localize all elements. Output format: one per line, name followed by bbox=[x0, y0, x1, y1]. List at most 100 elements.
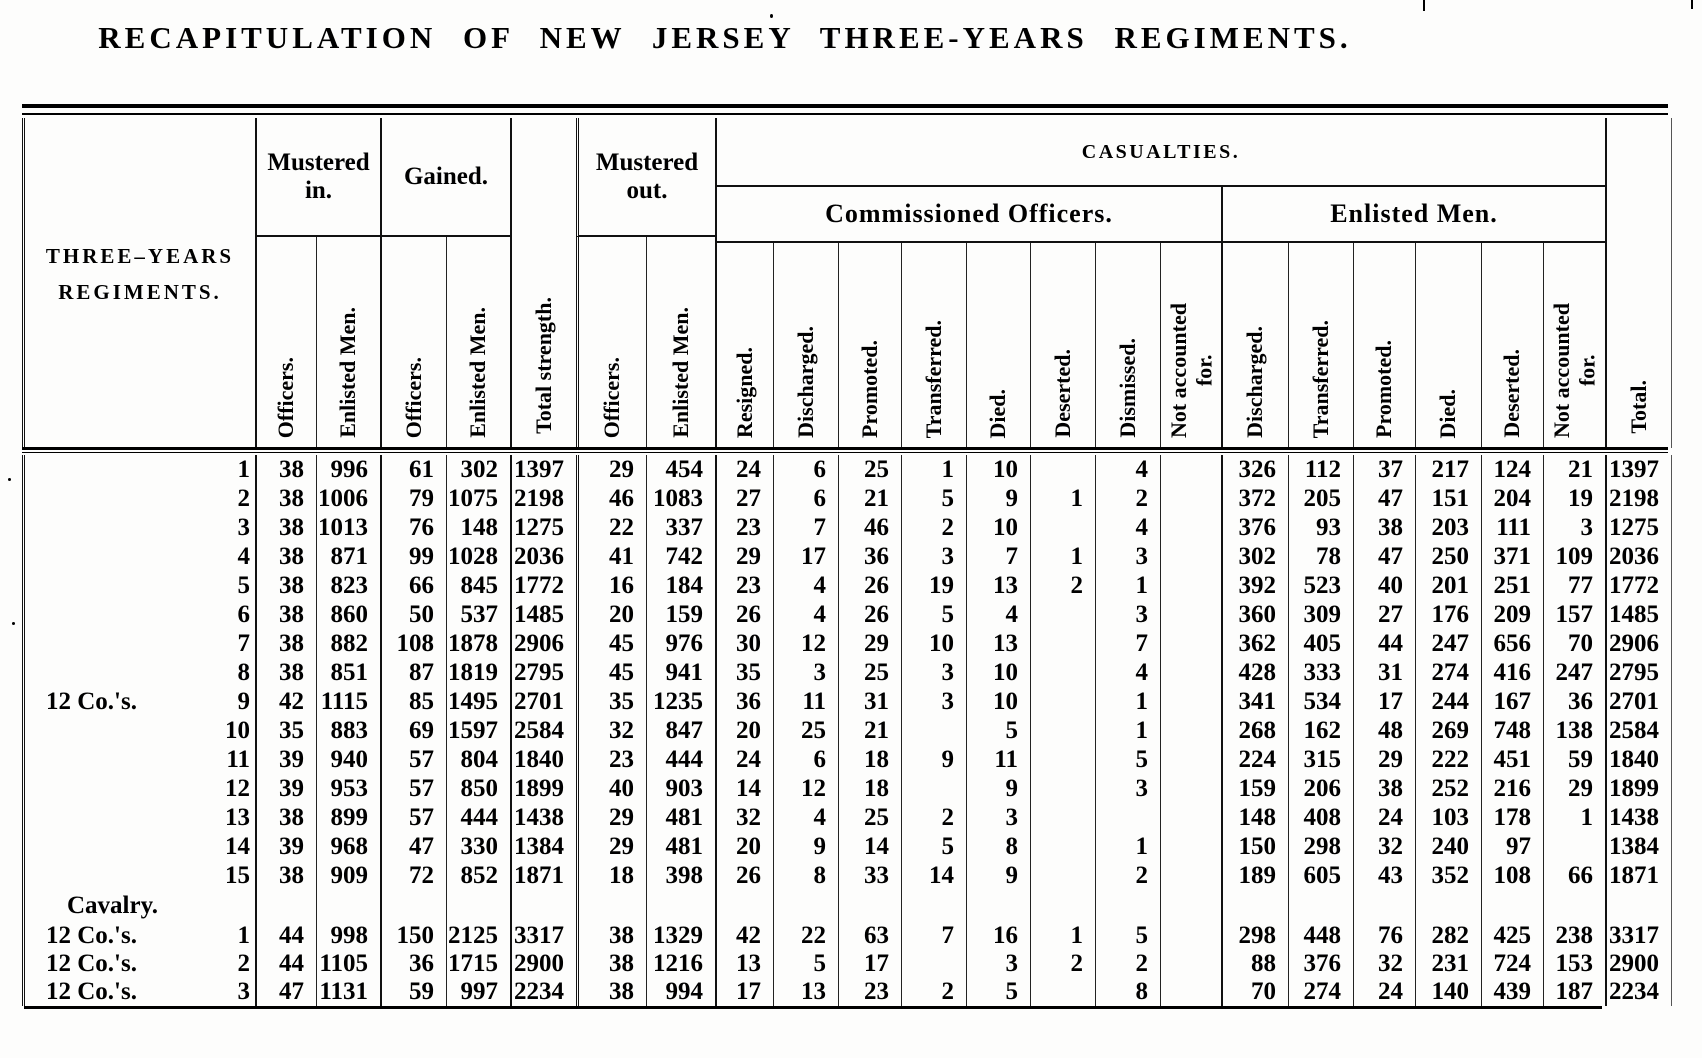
cell-mo-enlisted: 481 bbox=[646, 832, 715, 861]
table-row: 13 38 899 57 444 1438 29 481 32 4 25 2 3 148 408 24 103 1… bbox=[25, 803, 1671, 832]
cell-em-transferred: 605 bbox=[1288, 861, 1353, 890]
cell-deserted: 1 bbox=[1030, 542, 1095, 571]
cell-mi-officers: 44 bbox=[255, 950, 316, 978]
cell-mo-officers: 22 bbox=[576, 513, 646, 542]
cell-mo-officers bbox=[576, 890, 646, 922]
cell-mi-enlisted: 1006 bbox=[316, 484, 380, 513]
table-row: 12 Co.'s. 9 42 1115 85 1495 2701 35 1235 36 11 31 3 1… bbox=[25, 687, 1671, 716]
cell-promoted: 31 bbox=[838, 687, 901, 716]
cell-em-not-accounted bbox=[1543, 890, 1605, 922]
cell-deserted bbox=[1030, 890, 1095, 922]
cell-gained-officers: 72 bbox=[380, 861, 446, 890]
cell-em-died: 282 bbox=[1415, 922, 1481, 950]
regiment-number: 1 bbox=[237, 922, 251, 949]
cell-deserted bbox=[1030, 774, 1095, 803]
cell-mi-officers: 38 bbox=[255, 455, 316, 484]
cell-not-accounted-co bbox=[1160, 600, 1221, 629]
cell-gained-officers: 85 bbox=[380, 687, 446, 716]
cell-resigned: 20 bbox=[715, 832, 773, 861]
col-header-transferred: Transferred. bbox=[901, 243, 966, 448]
cell-gained-enlisted: 850 bbox=[446, 774, 510, 803]
cell-em-discharged: 392 bbox=[1221, 571, 1288, 600]
col-header-total: Total. bbox=[1605, 118, 1671, 448]
cell-em-deserted: 724 bbox=[1481, 950, 1543, 978]
col-header-mo-officers: Officers. bbox=[576, 237, 646, 448]
row-label bbox=[25, 513, 203, 542]
cell-em-deserted: 204 bbox=[1481, 484, 1543, 513]
table-row: 12 Co.'s. 3 47 1131 59 997 2234 38 994 17 13 23 2 5 8 7… bbox=[25, 978, 1671, 1006]
cell-em-deserted: 97 bbox=[1481, 832, 1543, 861]
cell-total: 2900 bbox=[1605, 950, 1671, 978]
cell-mi-enlisted: 851 bbox=[316, 658, 380, 687]
cell-gained-enlisted: 537 bbox=[446, 600, 510, 629]
cell-promoted: 26 bbox=[838, 600, 901, 629]
cell-em-deserted: 251 bbox=[1481, 571, 1543, 600]
regiment-number: 12 bbox=[225, 774, 250, 802]
cell-gained-officers: 61 bbox=[380, 455, 446, 484]
cell-mo-officers: 41 bbox=[576, 542, 646, 571]
cell-mo-enlisted bbox=[646, 890, 715, 922]
cell-transferred: 3 bbox=[901, 542, 966, 571]
cell-discharged: 6 bbox=[773, 455, 838, 484]
cell-discharged: 8 bbox=[773, 861, 838, 890]
cell-mi-officers: 38 bbox=[255, 861, 316, 890]
row-label bbox=[25, 803, 203, 832]
cell-gained-enlisted: 845 bbox=[446, 571, 510, 600]
cell-em-not-accounted: 21 bbox=[1543, 455, 1605, 484]
col-header-dismissed: Dismissed. bbox=[1095, 243, 1160, 448]
cell-em-not-accounted: 153 bbox=[1543, 950, 1605, 978]
cell-mi-enlisted: 996 bbox=[316, 455, 380, 484]
cell-mi-enlisted: 899 bbox=[316, 803, 380, 832]
cell-mo-enlisted: 444 bbox=[646, 745, 715, 774]
cell-transferred: 2 bbox=[901, 803, 966, 832]
cell-dismissed: 4 bbox=[1095, 455, 1160, 484]
cell-deserted bbox=[1030, 861, 1095, 890]
cell-resigned: 23 bbox=[715, 513, 773, 542]
cell-promoted: 46 bbox=[838, 513, 901, 542]
cell-dismissed: 1 bbox=[1095, 832, 1160, 861]
cell-promoted: 21 bbox=[838, 484, 901, 513]
cell-em-transferred: 448 bbox=[1288, 922, 1353, 950]
cell-em-promoted: 40 bbox=[1353, 571, 1415, 600]
cell-em-deserted: 167 bbox=[1481, 687, 1543, 716]
regiment-number: 7 bbox=[237, 629, 251, 657]
cell-total-strength: 2795 bbox=[510, 658, 576, 687]
cell-mo-officers: 38 bbox=[576, 978, 646, 1006]
cell-gained-officers: 108 bbox=[380, 629, 446, 658]
cell-total-strength: 2900 bbox=[510, 950, 576, 978]
cell-mo-officers: 38 bbox=[576, 950, 646, 978]
cell-total: 2795 bbox=[1605, 658, 1671, 687]
cell-dismissed: 8 bbox=[1095, 978, 1160, 1006]
cell-em-died: 250 bbox=[1415, 542, 1481, 571]
top-rule-heavy bbox=[22, 104, 1668, 108]
cell-em-died bbox=[1415, 890, 1481, 922]
cell-died: 13 bbox=[966, 629, 1030, 658]
cell-resigned: 26 bbox=[715, 861, 773, 890]
cell-mi-officers bbox=[255, 890, 316, 922]
cell-em-discharged: 326 bbox=[1221, 455, 1288, 484]
cell-transferred: 19 bbox=[901, 571, 966, 600]
cell-em-discharged: 150 bbox=[1221, 832, 1288, 861]
cell-died: 7 bbox=[966, 542, 1030, 571]
cell-transferred: 1 bbox=[901, 455, 966, 484]
cell-em-died: 140 bbox=[1415, 978, 1481, 1006]
cell-mi-officers: 38 bbox=[255, 803, 316, 832]
cell-em-discharged: 189 bbox=[1221, 861, 1288, 890]
table-row: 5 38 823 66 845 1772 16 184 23 4 26 19 13 2 1 392 523 40 2… bbox=[25, 571, 1671, 600]
cell-resigned: 20 bbox=[715, 716, 773, 745]
cell-gained-officers: 66 bbox=[380, 571, 446, 600]
cell-em-discharged: 224 bbox=[1221, 745, 1288, 774]
regiment-number: 3 bbox=[237, 513, 251, 541]
cell-died: 5 bbox=[966, 716, 1030, 745]
col-header-em-discharged: Discharged. bbox=[1221, 243, 1288, 448]
cell-gained-enlisted: 1878 bbox=[446, 629, 510, 658]
cell-gained-officers: 50 bbox=[380, 600, 446, 629]
cell-dismissed: 1 bbox=[1095, 716, 1160, 745]
cell-em-not-accounted: 29 bbox=[1543, 774, 1605, 803]
cell-gained-officers: 79 bbox=[380, 484, 446, 513]
cell-mo-enlisted: 398 bbox=[646, 861, 715, 890]
cell-died: 16 bbox=[966, 922, 1030, 950]
cell-promoted: 36 bbox=[838, 542, 901, 571]
cell-not-accounted-co bbox=[1160, 803, 1221, 832]
table-body: 1 38 996 61 302 1397 29 454 24 6 25 1 10 4 326 112 37 217… bbox=[22, 455, 1672, 1006]
